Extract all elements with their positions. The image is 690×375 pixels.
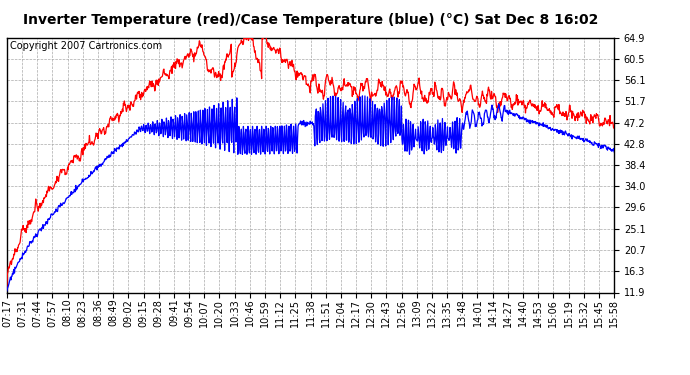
Text: Inverter Temperature (red)/Case Temperature (blue) (°C) Sat Dec 8 16:02: Inverter Temperature (red)/Case Temperat… <box>23 13 598 27</box>
Text: Copyright 2007 Cartronics.com: Copyright 2007 Cartronics.com <box>10 41 162 51</box>
